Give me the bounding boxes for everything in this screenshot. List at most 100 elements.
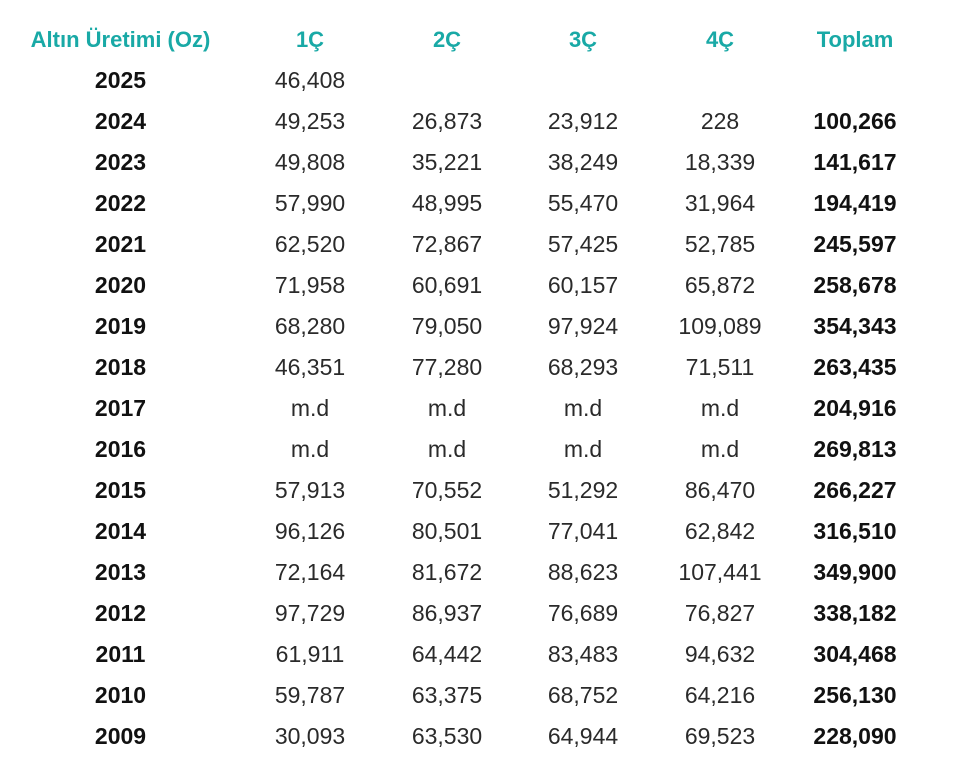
q2-cell [387, 60, 507, 101]
table-row: 2013 72,164 81,672 88,623 107,441 349,900 [0, 552, 960, 593]
total-cell: 263,435 [813, 354, 897, 380]
header-q1: 1Ç [295, 27, 325, 52]
q4-cell: 65,872 [684, 272, 756, 298]
year-cell: 2017 [94, 395, 147, 421]
q4-cell: 228 [700, 108, 740, 134]
q4-cell: 69,523 [684, 723, 756, 749]
q4-cell: m.d [700, 395, 740, 421]
q1-cell: 49,253 [274, 108, 346, 134]
q2-cell: 64,442 [411, 641, 483, 667]
year-cell: 2019 [94, 313, 147, 339]
q4-cell: 71,511 [685, 354, 755, 380]
table-row: 2025 46,408 [0, 60, 960, 101]
year-cell: 2023 [94, 149, 147, 175]
q4-cell: 76,827 [684, 600, 756, 626]
q4-cell: 18,339 [684, 149, 756, 175]
total-cell [795, 60, 915, 101]
q3-cell: 77,041 [547, 518, 619, 544]
q2-cell: m.d [427, 436, 467, 462]
total-cell: 245,597 [813, 231, 897, 257]
total-cell: 204,916 [813, 395, 897, 421]
table-row: 2023 49,808 35,221 38,249 18,339 141,617 [0, 142, 960, 183]
year-cell: 2016 [94, 436, 147, 462]
total-cell: 141,617 [813, 149, 897, 175]
q2-cell: 60,691 [411, 272, 483, 298]
q1-cell: 30,093 [274, 723, 346, 749]
year-cell: 2015 [94, 477, 147, 503]
year-cell: 2021 [94, 231, 147, 257]
q4-cell: 31,964 [684, 190, 756, 216]
q1-cell: 46,351 [274, 354, 346, 380]
q1-cell: 57,913 [274, 477, 346, 503]
q3-cell: 38,249 [547, 149, 619, 175]
q2-cell: 26,873 [411, 108, 483, 134]
q3-cell: m.d [563, 436, 603, 462]
table-header-row: Altın Üretimi (Oz) 1Ç 2Ç 3Ç 4Ç Toplam [0, 19, 960, 60]
table-row: 2014 96,126 80,501 77,041 62,842 316,510 [0, 511, 960, 552]
table-row: 2010 59,787 63,375 68,752 64,216 256,130 [0, 675, 960, 716]
q1-cell: 97,729 [274, 600, 346, 626]
q2-cell: 79,050 [411, 313, 483, 339]
q2-cell: 63,530 [411, 723, 483, 749]
q1-cell: 59,787 [274, 682, 346, 708]
total-cell: 349,900 [813, 559, 897, 585]
year-cell: 2014 [94, 518, 147, 544]
q1-cell: 96,126 [274, 518, 346, 544]
total-cell: 269,813 [813, 436, 897, 462]
header-total: Toplam [816, 27, 894, 52]
q2-cell: 86,937 [411, 600, 483, 626]
q3-cell: 68,293 [547, 354, 619, 380]
q3-cell: 88,623 [547, 559, 619, 585]
q4-cell: 94,632 [684, 641, 756, 667]
q1-cell: 61,911 [275, 641, 345, 667]
year-cell: 2011 [95, 641, 146, 667]
year-cell: 2009 [94, 723, 147, 749]
table-row: 2021 62,520 72,867 57,425 52,785 245,597 [0, 224, 960, 265]
total-cell: 304,468 [813, 641, 897, 667]
table-row: 2011 61,911 64,442 83,483 94,632 304,468 [0, 634, 960, 675]
total-cell: 316,510 [813, 518, 897, 544]
year-cell: 2013 [94, 559, 147, 585]
total-cell: 338,182 [813, 600, 897, 626]
q2-cell: 63,375 [411, 682, 483, 708]
q3-cell: 23,912 [547, 108, 619, 134]
q1-cell: 46,408 [274, 67, 346, 93]
q4-cell: 109,089 [678, 313, 762, 339]
year-cell: 2018 [94, 354, 147, 380]
q3-cell: 97,924 [547, 313, 619, 339]
header-label: Altın Üretimi (Oz) [30, 27, 211, 52]
q3-cell: m.d [563, 395, 603, 421]
year-cell: 2010 [94, 682, 147, 708]
table-row: 2024 49,253 26,873 23,912 228 100,266 [0, 101, 960, 142]
q4-cell: 64,216 [684, 682, 756, 708]
q4-cell: 52,785 [684, 231, 756, 257]
table-row: 2017 m.d m.d m.d m.d 204,916 [0, 388, 960, 429]
total-cell: 266,227 [813, 477, 897, 503]
q4-cell: 62,842 [684, 518, 756, 544]
table-row: 2016 m.d m.d m.d m.d 269,813 [0, 429, 960, 470]
q1-cell: 71,958 [274, 272, 346, 298]
q2-cell: 70,552 [411, 477, 483, 503]
total-cell: 194,419 [813, 190, 897, 216]
total-cell: 228,090 [813, 723, 897, 749]
q2-cell: m.d [427, 395, 467, 421]
q1-cell: m.d [290, 436, 330, 462]
total-cell: 100,266 [813, 108, 897, 134]
q4-cell: 107,441 [678, 559, 762, 585]
table-row: 2019 68,280 79,050 97,924 109,089 354,343 [0, 306, 960, 347]
header-q4: 4Ç [705, 27, 735, 52]
year-cell: 2025 [94, 67, 147, 93]
table-row: 2022 57,990 48,995 55,470 31,964 194,419 [0, 183, 960, 224]
year-cell: 2024 [94, 108, 147, 134]
year-cell: 2012 [94, 600, 147, 626]
header-q3: 3Ç [568, 27, 598, 52]
q3-cell [523, 60, 643, 101]
q3-cell: 55,470 [547, 190, 619, 216]
total-cell: 256,130 [813, 682, 897, 708]
q3-cell: 51,292 [547, 477, 619, 503]
q1-cell: 57,990 [274, 190, 346, 216]
q2-cell: 72,867 [411, 231, 483, 257]
total-cell: 354,343 [813, 313, 897, 339]
table-row: 2018 46,351 77,280 68,293 71,511 263,435 [0, 347, 960, 388]
